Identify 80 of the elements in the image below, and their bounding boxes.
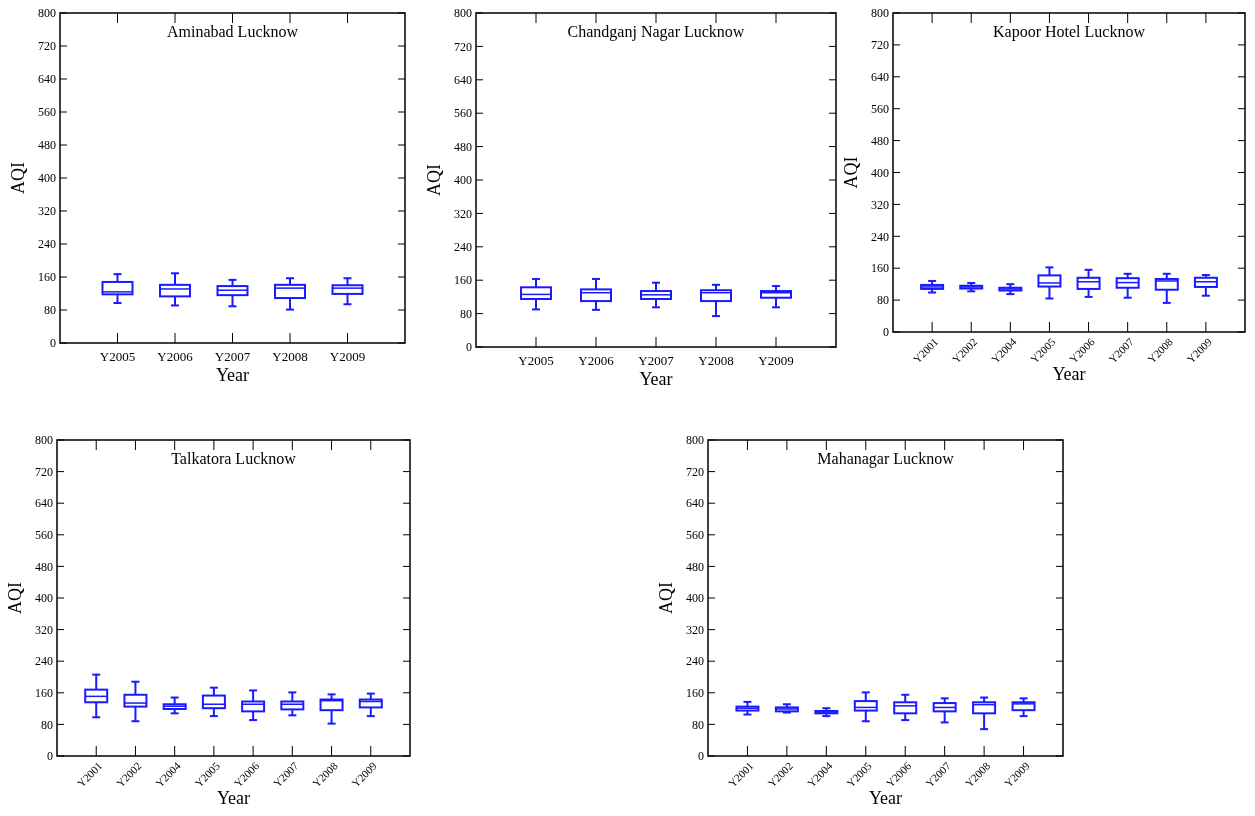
y-tick-label: 160	[871, 261, 889, 276]
y-tick-label: 0	[47, 749, 53, 764]
y-tick-label: 640	[35, 496, 53, 511]
y-tick-label: 400	[35, 591, 53, 606]
y-tick-label: 0	[50, 336, 56, 351]
y-tick-label: 240	[35, 654, 53, 669]
x-axis-title: Year	[216, 788, 251, 808]
y-tick-label: 800	[38, 6, 56, 21]
y-tick-label: 400	[871, 165, 889, 180]
x-tick-label: Y2007	[638, 353, 675, 368]
y-tick-label: 800	[686, 433, 704, 448]
x-tick-label: Y2008	[272, 349, 308, 364]
y-tick-label: 240	[454, 240, 472, 254]
y-tick-label: 720	[686, 464, 704, 479]
x-axis-title: Year	[215, 365, 250, 385]
y-axis-title: AQI	[5, 582, 25, 614]
y-tick-label: 480	[35, 559, 53, 574]
x-axis-title: Year	[639, 369, 673, 389]
x-tick-label: Y2009	[758, 353, 794, 368]
text: Talkatora Lucknow	[171, 450, 297, 467]
y-tick-label: 560	[454, 106, 472, 121]
y-tick-label: 560	[35, 528, 53, 542]
y-tick-label: 800	[454, 6, 472, 21]
y-tick-label: 640	[38, 72, 56, 87]
y-tick-label: 800	[871, 6, 889, 21]
y-tick-label: 160	[686, 686, 704, 700]
y-tick-label: 320	[686, 622, 704, 637]
x-tick-label: Y2005	[99, 349, 136, 364]
x-tick-label: Y2005	[518, 353, 554, 368]
y-tick-label: 720	[871, 38, 889, 53]
y-axis-title: AQI	[8, 162, 28, 194]
x-tick-label: Y2008	[698, 353, 734, 368]
y-tick-label: 0	[466, 340, 472, 355]
y-tick-label: 320	[35, 622, 53, 637]
y-tick-label: 720	[38, 39, 56, 54]
y-tick-label: 720	[35, 464, 53, 479]
y-tick-label: 80	[877, 293, 889, 308]
y-tick-label: 240	[686, 654, 704, 669]
y-tick-label: 0	[883, 325, 889, 340]
y-tick-label: 720	[454, 39, 472, 54]
y-tick-label: 320	[454, 206, 472, 221]
y-tick-label: 480	[871, 133, 889, 148]
y-tick-label: 0	[698, 749, 704, 764]
y-tick-label: 480	[454, 139, 472, 154]
x-axis-title: Year	[1052, 364, 1086, 384]
y-tick-label: 480	[38, 138, 56, 153]
y-tick-label: 160	[38, 270, 56, 285]
y-tick-label: 240	[871, 229, 889, 244]
y-tick-label: 80	[460, 306, 472, 321]
x-tick-label: Y2007	[214, 349, 251, 364]
y-tick-label: 400	[686, 591, 704, 606]
y-tick-label: 640	[686, 496, 704, 511]
x-tick-label: Y2009	[329, 349, 366, 364]
y-tick-label: 560	[38, 105, 56, 120]
x-tick-label: Y2006	[578, 353, 615, 368]
x-axis-title: Year	[868, 788, 903, 808]
y-tick-label: 480	[686, 559, 704, 574]
y-tick-label: 320	[38, 204, 56, 219]
y-tick-label: 560	[871, 101, 889, 116]
y-axis-title: AQI	[841, 156, 861, 189]
x-tick-label: Y2006	[157, 349, 194, 364]
y-tick-label: 560	[686, 528, 704, 542]
text: Aminabad Lucknow	[166, 23, 299, 40]
y-tick-label: 800	[35, 433, 53, 448]
y-tick-label: 80	[44, 303, 56, 318]
y-tick-label: 640	[454, 73, 472, 87]
y-tick-label: 320	[871, 197, 889, 212]
text: Kapoor Hotel Lucknow	[993, 23, 1146, 41]
y-tick-label: 160	[35, 686, 53, 700]
y-tick-label: 400	[38, 171, 56, 186]
y-axis-title: AQI	[424, 164, 444, 196]
y-axis-title: AQI	[656, 582, 676, 614]
y-tick-label: 80	[41, 717, 53, 732]
y-tick-label: 240	[38, 237, 56, 252]
text: Chandganj Nagar Lucknow	[567, 23, 745, 41]
y-tick-label: 640	[871, 70, 889, 84]
y-tick-label: 80	[692, 717, 704, 732]
y-tick-label: 400	[454, 173, 472, 188]
text: Mahanagar Lucknow	[817, 450, 955, 468]
y-tick-label: 160	[454, 273, 472, 288]
